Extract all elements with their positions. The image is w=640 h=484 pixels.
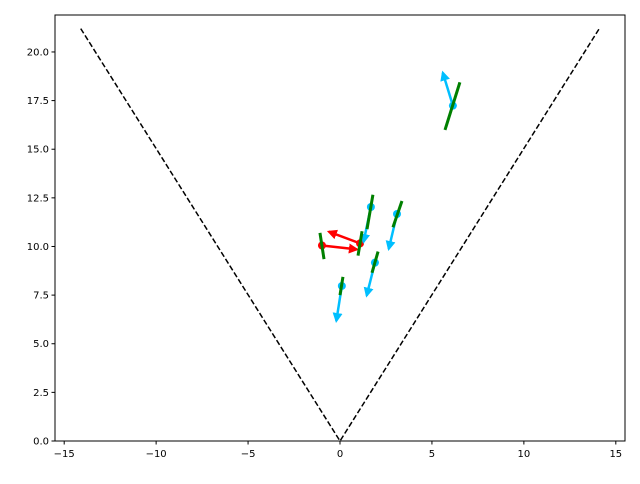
orientation-segment (443, 81, 462, 131)
y-tick-label: 15.0 (27, 145, 49, 156)
x-tick-label: 0 (337, 449, 343, 460)
x-tick-label: 10 (518, 449, 531, 460)
x-tick-label: 15 (609, 449, 622, 460)
orientation-segment (356, 231, 364, 256)
orientation-segment (391, 200, 404, 228)
orientation-segment (365, 194, 375, 230)
y-tick-label: 20.0 (27, 47, 49, 58)
y-tick-label: 7.5 (33, 291, 49, 302)
boundary-line (80, 28, 600, 443)
orientation-segment (370, 251, 380, 274)
x-tick-label: 5 (429, 449, 435, 460)
orientation-segment (318, 232, 326, 260)
orientation-segment (338, 276, 345, 296)
x-tick-label: −10 (146, 449, 167, 460)
x-tick-label: −15 (54, 449, 75, 460)
vector-arrow (326, 229, 361, 245)
y-tick-label: 12.5 (27, 193, 49, 204)
y-tick-label: 10.0 (27, 242, 49, 253)
y-tick-label: 2.5 (33, 388, 49, 399)
y-tick-label: 0.0 (33, 437, 49, 448)
y-tick-label: 17.5 (27, 96, 49, 107)
vector-arrow (321, 243, 359, 254)
x-tick-label: −5 (241, 449, 256, 460)
y-tick-label: 5.0 (33, 339, 49, 350)
plot-frame (54, 14, 626, 442)
vector-arrow (440, 70, 455, 107)
